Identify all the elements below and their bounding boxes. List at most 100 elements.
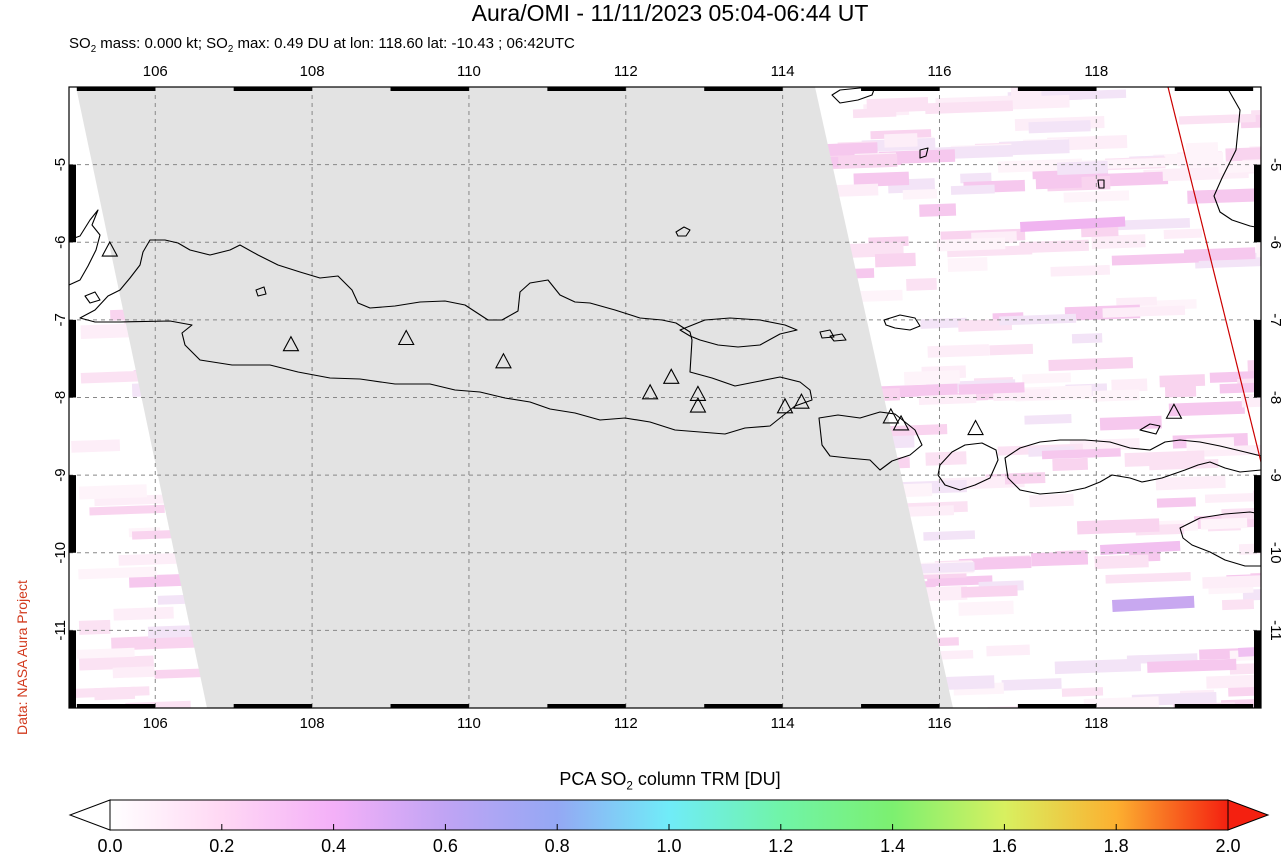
retrieval-pixel — [919, 203, 957, 217]
frame-ticks — [69, 87, 1261, 708]
retrieval-pixel — [1001, 678, 1062, 691]
retrieval-pixel — [947, 257, 988, 272]
retrieval-pixel — [111, 634, 199, 651]
volcano-marker — [397, 329, 415, 346]
retrieval-pixel — [154, 668, 201, 679]
frame-tick-top — [390, 87, 469, 91]
retrieval-pixel — [902, 188, 938, 200]
retrieval-pixel — [1115, 218, 1191, 231]
coast-islet-3 — [84, 291, 101, 304]
retrieval-pixel — [986, 644, 1030, 657]
retrieval-pixel — [1186, 142, 1219, 154]
volcano-markers — [101, 240, 1183, 436]
retrieval-pixel — [1111, 252, 1199, 266]
coastlines — [69, 87, 1261, 567]
frame-tick-right — [1254, 475, 1261, 553]
coast-sumbawa — [1004, 439, 1261, 495]
retrieval-pixel — [958, 600, 1014, 616]
coast-islet-4 — [819, 329, 835, 339]
retrieval-pixel — [1095, 171, 1169, 187]
colorbar-label: 0.8 — [544, 836, 570, 856]
retrieval-pixel — [1163, 228, 1203, 240]
retrieval-pixel — [1105, 572, 1191, 584]
retrieval-pixel — [1041, 448, 1121, 460]
retrieval-pixel — [1229, 663, 1261, 675]
frame-tick-right — [1254, 164, 1261, 243]
lon-tick-label-bottom: 116 — [928, 715, 952, 732]
retrieval-pixel — [925, 100, 1014, 115]
colorbar-label: 0.4 — [321, 836, 347, 856]
retrieval-pixel — [1111, 378, 1148, 393]
retrieval-pixel — [1083, 696, 1159, 708]
retrieval-pixel — [1112, 595, 1195, 612]
lat-tick-label-left: -5 — [52, 158, 69, 171]
volcano-marker — [892, 414, 910, 431]
volcano-marker — [641, 383, 659, 400]
lon-tick-label-bottom: 110 — [457, 715, 481, 732]
frame-tick-right — [1254, 319, 1261, 398]
retrieval-pixel — [1094, 554, 1149, 570]
coast-islet-6 — [1097, 179, 1105, 189]
retrieval-pixel — [1204, 492, 1254, 504]
retrieval-pixel — [1183, 247, 1256, 262]
retrieval-pixel — [78, 619, 111, 635]
retrieval-pixel — [1020, 216, 1126, 232]
frame-tick-right — [1254, 630, 1261, 708]
retrieval-pixel — [1209, 370, 1261, 383]
coast-sulawesi — [1213, 87, 1261, 229]
retrieval-pixel — [1099, 415, 1162, 431]
frame-tick-bottom — [1174, 704, 1254, 708]
retrieval-pixel — [1050, 264, 1111, 277]
retrieval-pixel — [1022, 372, 1071, 384]
coast-sumatra-tip — [69, 209, 101, 286]
coast-islet-5 — [829, 333, 847, 342]
retrieval-pixel — [1200, 517, 1248, 530]
volcano-marker — [282, 335, 300, 352]
retrieval-pixel — [1054, 658, 1142, 675]
retrieval-pixel — [1028, 120, 1091, 134]
colorbar-label: 0.0 — [97, 836, 123, 856]
coast-bawean — [675, 226, 691, 237]
retrieval-pixel — [1147, 658, 1237, 673]
frame-tick-top — [1174, 87, 1254, 91]
retrieval-pixel — [1063, 190, 1130, 203]
volcano-marker — [1165, 403, 1183, 419]
retrieval-pixel — [958, 382, 1025, 395]
colorbar-label: 0.2 — [209, 836, 235, 856]
colorbar-label: 0.6 — [432, 836, 458, 856]
retrieval-pixel — [1206, 674, 1261, 689]
lon-tick-label-top: 106 — [143, 63, 168, 80]
retrieval-pixel — [998, 139, 1070, 156]
retrieval-pixel — [1221, 598, 1255, 611]
volcano-marker — [495, 352, 512, 369]
retrieval-pixel — [923, 530, 976, 541]
retrieval-pixel — [1100, 540, 1181, 555]
retrieval-pixel — [1031, 551, 1089, 567]
lat-tick-label-right: -9 — [1267, 468, 1284, 481]
retrieval-pixel — [1228, 685, 1261, 697]
colorbar-label: 1.6 — [991, 836, 1017, 856]
coast-kangean — [883, 314, 921, 331]
lat-tick-label-right: -7 — [1267, 313, 1284, 326]
frame-tick-bottom — [704, 704, 783, 708]
retrieval-pixel — [79, 655, 154, 671]
retrieval-pixel — [1052, 457, 1089, 472]
frame-tick-left — [69, 630, 76, 708]
retrieval-pixel — [950, 184, 995, 195]
retrieval-pixel — [1029, 493, 1074, 508]
frame-tick-top — [547, 87, 626, 91]
retrieval-pixel — [1116, 296, 1158, 307]
lon-tick-label-bottom: 114 — [771, 715, 795, 732]
volcano-marker — [101, 240, 119, 257]
retrieval-pixel — [903, 370, 960, 386]
tick-labels: 106 106 108 108 110 110 112 112 114 114 116 116 118 1… — [52, 63, 1284, 732]
retrieval-pixel — [936, 237, 1006, 252]
retrieval-pixel — [958, 556, 1032, 571]
volcano-marker — [776, 397, 794, 414]
retrieval-pixel — [1069, 438, 1140, 452]
retrieval-pixel — [71, 439, 121, 453]
volcano-marker — [882, 407, 900, 424]
retrieval-pixel — [1061, 687, 1104, 697]
retrieval-pixel — [1178, 113, 1256, 125]
lat-tick-label-left: -7 — [52, 313, 69, 326]
